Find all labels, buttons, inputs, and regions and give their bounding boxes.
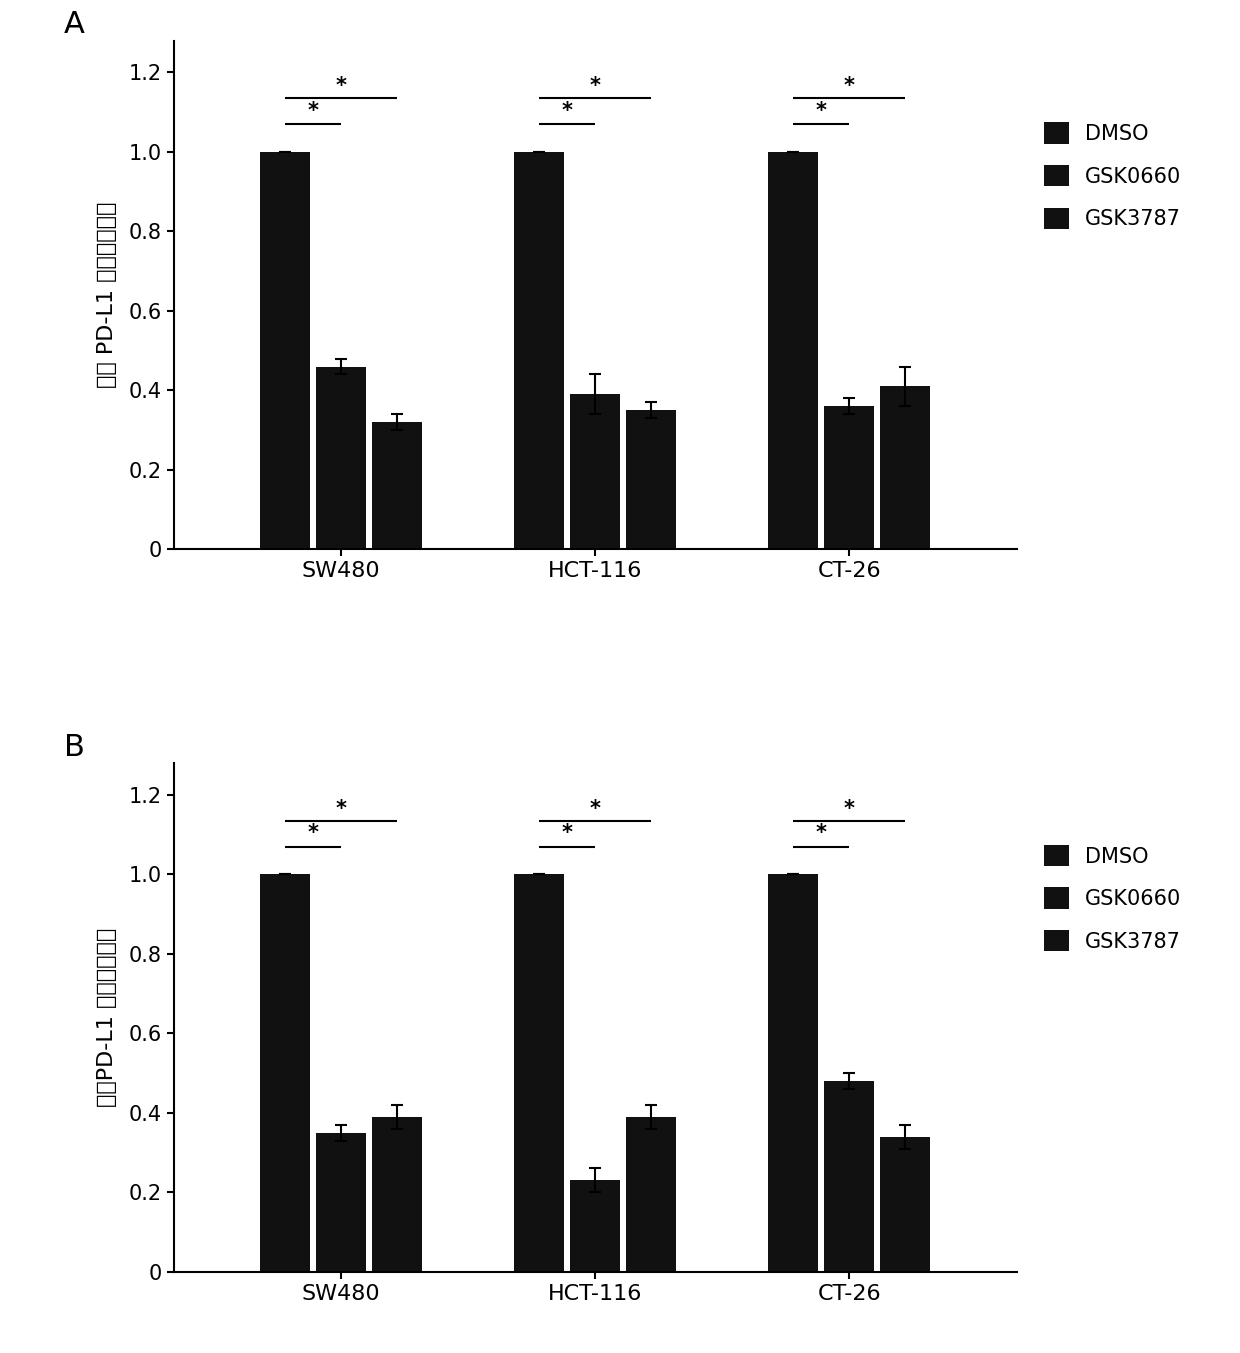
Bar xyxy=(260,152,310,549)
Bar xyxy=(570,394,620,549)
Legend: DMSO, GSK0660, GSK3787: DMSO, GSK0660, GSK3787 xyxy=(1033,835,1192,962)
Bar xyxy=(626,410,676,549)
Bar xyxy=(260,874,310,1272)
Bar xyxy=(768,874,818,1272)
Text: *: * xyxy=(816,101,827,120)
Text: *: * xyxy=(843,76,854,96)
Bar xyxy=(825,406,874,549)
Y-axis label: 相对PD-L1 基因转录水平: 相对PD-L1 基因转录水平 xyxy=(98,928,118,1107)
Text: *: * xyxy=(562,101,573,120)
Bar xyxy=(768,152,818,549)
Bar xyxy=(626,1116,676,1272)
Text: *: * xyxy=(590,798,600,819)
Bar xyxy=(880,1137,930,1272)
Text: *: * xyxy=(336,798,347,819)
Bar xyxy=(316,1132,366,1272)
Text: *: * xyxy=(843,798,854,819)
Bar xyxy=(372,422,423,549)
Text: *: * xyxy=(816,824,827,843)
Text: A: A xyxy=(64,9,84,39)
Bar xyxy=(825,1081,874,1272)
Text: B: B xyxy=(64,732,84,762)
Text: *: * xyxy=(562,824,573,843)
Bar xyxy=(316,367,366,549)
Bar xyxy=(372,1116,423,1272)
Text: *: * xyxy=(308,824,319,843)
Bar xyxy=(515,152,564,549)
Text: *: * xyxy=(590,76,600,96)
Y-axis label: 相对 PD-L1 基因表达水平: 相对 PD-L1 基因表达水平 xyxy=(98,202,118,388)
Legend: DMSO, GSK0660, GSK3787: DMSO, GSK0660, GSK3787 xyxy=(1033,112,1192,239)
Bar xyxy=(880,387,930,549)
Bar xyxy=(515,874,564,1272)
Bar xyxy=(570,1180,620,1272)
Text: *: * xyxy=(308,101,319,120)
Text: *: * xyxy=(336,76,347,96)
